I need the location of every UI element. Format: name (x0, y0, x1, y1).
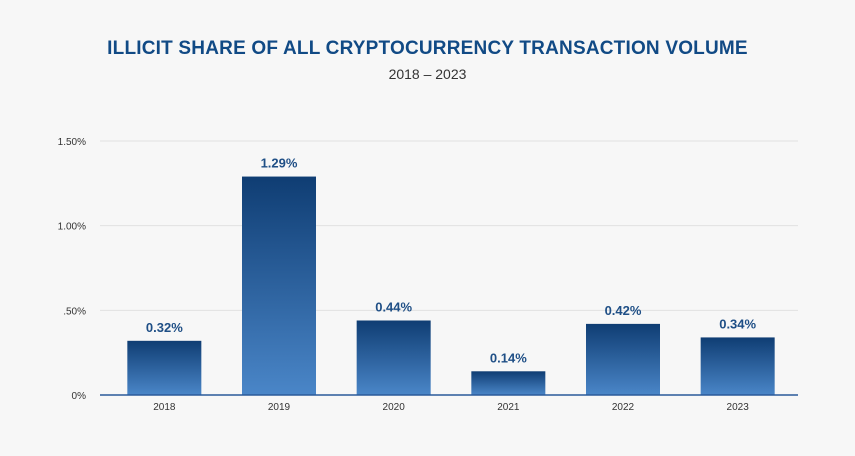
x-tick-label: 2022 (612, 402, 635, 413)
bar-2019 (242, 176, 316, 395)
data-label: 0.34% (719, 316, 756, 331)
x-tick-label: 2020 (383, 402, 406, 413)
y-tick-label: 1.00% (58, 222, 86, 233)
chart-title: ILLICIT SHARE OF ALL CRYPTOCURRENCY TRAN… (107, 38, 748, 59)
bar-2022 (586, 323, 660, 395)
y-tick-label: 0% (72, 391, 87, 402)
x-tick-label: 2018 (153, 402, 176, 413)
x-tick-label: 2023 (727, 402, 750, 413)
bar-2021 (471, 371, 546, 395)
data-label: 1.29% (261, 156, 298, 171)
data-label: 0.32% (146, 320, 183, 335)
x-tick-label: 2021 (497, 402, 520, 413)
bar-2018 (127, 340, 202, 395)
y-tick-label: 1.50% (58, 137, 86, 148)
data-label: 0.14% (490, 350, 527, 365)
bar-2020 (356, 320, 431, 395)
data-label: 0.42% (605, 303, 642, 318)
x-tick-label: 2019 (268, 402, 291, 413)
y-tick-label: .50% (63, 306, 86, 317)
chart-subtitle: 2018 – 2023 (388, 66, 467, 82)
data-label: 0.44% (375, 299, 412, 314)
bar-2023 (700, 337, 775, 395)
